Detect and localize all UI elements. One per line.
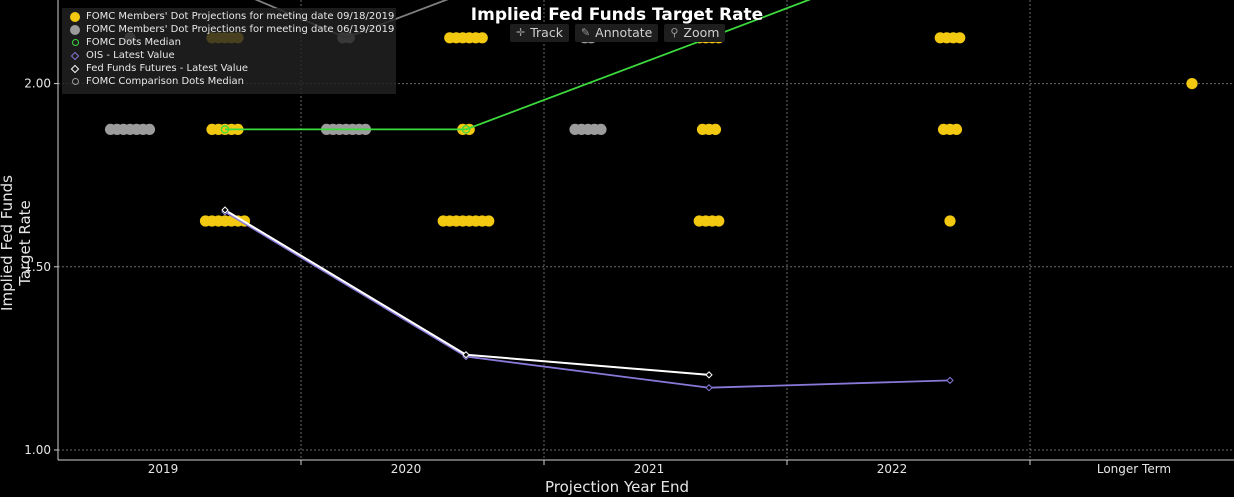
legend-item-median[interactable]: FOMC Dots Median [62,36,396,49]
ois-marker[interactable] [946,376,954,385]
gray-ring-icon [71,78,79,85]
zoom-label: Zoom [683,25,720,40]
sep-projection-dot[interactable] [950,123,963,135]
legend-label: OIS - Latest Value [86,50,175,61]
x-tick-label: 2020 [391,462,422,476]
magnifier-icon: ⚲ [670,26,679,39]
chart-toolbar: ✛ Track ✎ Annotate ⚲ Zoom [510,24,726,42]
annotate-label: Annotate [595,25,653,40]
ois-marker[interactable] [705,384,713,392]
y-tick-label: 1.50 [24,260,51,274]
zoom-button[interactable]: ⚲ Zoom [664,24,726,42]
legend: FOMC Members' Dot Projections for meetin… [62,8,396,94]
white-diamond-icon [70,64,80,73]
axes: 1.001.502.002.503.002019202020212022Long… [24,0,1234,476]
gray-dot-icon [70,24,80,35]
y-axis-title: Implied Fed Funds Target Rate [0,175,34,311]
x-tick-label: 2019 [148,462,179,476]
annotate-button[interactable]: ✎ Annotate [574,24,659,42]
chart-title: Implied Fed Funds Target Rate [470,5,764,25]
sep-projection-dot[interactable] [944,215,956,227]
crosshair-icon: ✛ [516,26,526,39]
green-ring-icon [71,39,79,46]
sep-projection-dot[interactable] [713,215,725,227]
legend-item-comp-median[interactable]: FOMC Comparison Dots Median [62,75,396,88]
legend-label: FOMC Dots Median [86,37,181,48]
sep-projection-dot[interactable] [1186,78,1198,90]
x-tick-label: 2021 [634,462,665,476]
x-tick-label: Longer Term [1097,462,1171,476]
legend-label: FOMC Members' Dot Projections for meetin… [86,24,395,35]
sep-projection-dot[interactable] [483,215,495,227]
x-tick-label: 2022 [877,462,908,476]
jun-projection-dot[interactable] [595,123,607,135]
sep-projection-dot[interactable] [476,32,488,44]
fff-marker[interactable] [705,371,713,379]
median-marker[interactable] [461,125,471,134]
x-axis-title: Projection Year End [545,478,689,496]
legend-item-jun-dots[interactable]: FOMC Members' Dot Projections for meetin… [62,23,396,36]
sep-projection-dot[interactable] [954,32,966,44]
y-tick-label: 2.00 [24,77,51,91]
y-tick-label: 1.00 [24,443,51,457]
jun-projection-dot[interactable] [143,123,156,135]
legend-item-fff[interactable]: Fed Funds Futures - Latest Value [62,62,396,75]
fff-marker[interactable] [462,351,470,359]
fff-line [224,209,710,376]
legend-label: Fed Funds Futures - Latest Value [86,63,249,74]
legend-item-sep-dots[interactable]: FOMC Members' Dot Projections for meetin… [62,10,396,23]
sep-projection-dot[interactable] [709,123,722,135]
pencil-icon: ✎ [580,26,591,39]
track-label: Track [530,25,563,40]
ois-line [224,211,951,389]
legend-item-ois[interactable]: OIS - Latest Value [62,49,396,62]
track-button[interactable]: ✛ Track [510,24,569,42]
purple-diamond-icon [70,51,80,60]
legend-label: FOMC Members' Dot Projections for meetin… [86,11,395,22]
median-marker[interactable] [220,125,230,134]
fff-marker[interactable] [221,206,229,214]
yellow-dot-icon [70,11,80,22]
legend-label: FOMC Comparison Dots Median [86,76,244,87]
